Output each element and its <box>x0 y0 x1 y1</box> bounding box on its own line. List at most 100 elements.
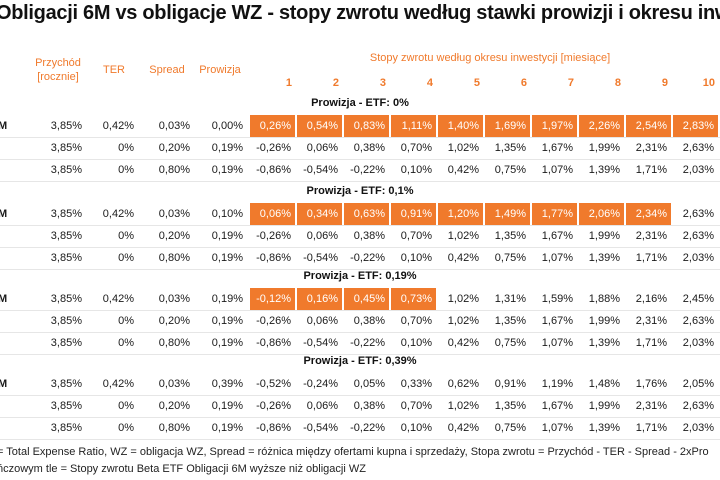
cell-ter: 0% <box>118 252 134 264</box>
header-month-9: 9 <box>661 77 668 89</box>
cell-month-9: 1,71% <box>635 422 667 434</box>
cell-spread: 0,20% <box>158 142 190 154</box>
cell-month-2: -0,54% <box>303 337 338 349</box>
cell-month-2: 0,54% <box>297 115 342 137</box>
cell-spread: 0,03% <box>158 120 190 132</box>
cell-month-8: 2,06% <box>579 203 624 225</box>
cell-month-10: 2,83% <box>673 115 718 137</box>
cell-month-7: 1,07% <box>541 164 573 176</box>
cell-commission: 0,19% <box>211 230 243 242</box>
cell-month-6: 1,35% <box>494 142 526 154</box>
cell-month-10: 2,03% <box>682 252 714 264</box>
cell-month-7: 1,07% <box>541 252 573 264</box>
cell-month-7: 1,77% <box>532 203 577 225</box>
cell-month-8: 1,99% <box>588 400 620 412</box>
cell-spread: 0,80% <box>158 337 190 349</box>
cell-month-1: -0,86% <box>256 252 291 264</box>
cell-month-8: 1,48% <box>588 378 620 390</box>
row-label: M <box>0 120 8 132</box>
cell-month-5: 1,02% <box>447 293 479 305</box>
row-divider <box>0 332 720 333</box>
cell-month-3: 0,38% <box>353 142 385 154</box>
cell-month-2: -0,54% <box>303 422 338 434</box>
table-row: M 3,85% 0,42% 0,03% 0,39% -0,52% -0,24% 0,05% 0,… <box>0 373 720 395</box>
footnote-legend: = Total Expense Ratio, WZ = obligacja WZ… <box>0 446 709 458</box>
cell-month-3: -0,22% <box>350 422 385 434</box>
cell-month-7: 1,19% <box>541 378 573 390</box>
cell-month-4: 0,70% <box>400 142 432 154</box>
cell-month-2: -0,54% <box>303 252 338 264</box>
cell-month-1: -0,86% <box>256 337 291 349</box>
cell-ter: 0% <box>118 337 134 349</box>
cell-month-2: 0,34% <box>297 203 342 225</box>
table-row: 3,85% 0% 0,20% 0,19% -0,26% 0,06% 0,38% 0,70% 1,… <box>0 137 720 159</box>
cell-month-4: 0,73% <box>391 288 436 310</box>
cell-month-4: 0,33% <box>400 378 432 390</box>
cell-ter: 0% <box>118 422 134 434</box>
cell-month-9: 1,71% <box>635 337 667 349</box>
cell-month-6: 1,35% <box>494 230 526 242</box>
cell-month-7: 1,59% <box>541 293 573 305</box>
cell-month-5: 0,42% <box>447 164 479 176</box>
header-ter: TER <box>103 64 125 76</box>
cell-spread: 0,03% <box>158 208 190 220</box>
cell-income: 3,85% <box>50 142 82 154</box>
header-month-7: 7 <box>567 77 574 89</box>
cell-month-9: 2,31% <box>635 400 667 412</box>
row-label: M <box>0 208 8 220</box>
cell-month-10: 2,63% <box>682 208 714 220</box>
cell-month-7: 1,67% <box>541 230 573 242</box>
table-row: M 3,85% 0,42% 0,03% 0,19% -0,12% 0,16% 0,45% 0,7… <box>0 288 720 310</box>
cell-month-6: 1,35% <box>494 315 526 327</box>
cell-month-10: 2,45% <box>682 293 714 305</box>
cell-month-6: 0,75% <box>494 337 526 349</box>
header-month-3: 3 <box>379 77 386 89</box>
table-row: 3,85% 0% 0,20% 0,19% -0,26% 0,06% 0,38% 0,70% 1,… <box>0 225 720 247</box>
cell-month-3: -0,22% <box>350 164 385 176</box>
cell-month-5: 0,42% <box>447 252 479 264</box>
cell-month-1: -0,86% <box>256 422 291 434</box>
cell-income: 3,85% <box>50 337 82 349</box>
cell-commission: 0,19% <box>211 315 243 327</box>
cell-month-10: 2,03% <box>682 422 714 434</box>
cell-month-7: 1,07% <box>541 337 573 349</box>
cell-month-5: 0,42% <box>447 422 479 434</box>
row-divider <box>0 439 720 440</box>
cell-month-9: 1,76% <box>635 378 667 390</box>
table-row: 3,85% 0% 0,80% 0,19% -0,86% -0,54% -0,22% 0,10%… <box>0 247 720 269</box>
header-commission: Prowizja <box>199 64 241 76</box>
cell-month-6: 1,35% <box>494 400 526 412</box>
cell-month-2: 0,16% <box>297 288 342 310</box>
section-title: Prowizja - ETF: 0% <box>311 97 409 109</box>
cell-month-9: 2,16% <box>635 293 667 305</box>
header-month-1: 1 <box>285 77 292 89</box>
cell-month-5: 1,02% <box>447 142 479 154</box>
cell-month-10: 2,05% <box>682 378 714 390</box>
header-returns-group: Stopy zwrotu według okresu inwestycji [m… <box>369 52 611 64</box>
cell-month-9: 2,31% <box>635 142 667 154</box>
cell-month-5: 1,02% <box>447 230 479 242</box>
cell-month-3: 0,63% <box>344 203 389 225</box>
cell-month-9: 2,31% <box>635 315 667 327</box>
row-divider <box>0 395 720 396</box>
cell-commission: 0,19% <box>211 164 243 176</box>
cell-spread: 0,20% <box>158 315 190 327</box>
cell-month-1: -0,26% <box>256 400 291 412</box>
cell-month-4: 1,11% <box>391 115 436 137</box>
cell-month-3: 0,38% <box>353 400 385 412</box>
header-month-2: 2 <box>332 77 339 89</box>
cell-month-5: 1,40% <box>438 115 483 137</box>
section-title: Prowizja - ETF: 0,19% <box>303 270 417 282</box>
cell-month-1: 0,06% <box>250 203 295 225</box>
cell-income: 3,85% <box>50 400 82 412</box>
cell-month-5: 1,20% <box>438 203 483 225</box>
cell-month-6: 1,49% <box>485 203 530 225</box>
cell-month-5: 1,02% <box>447 400 479 412</box>
cell-month-9: 2,34% <box>626 203 671 225</box>
cell-commission: 0,19% <box>211 293 243 305</box>
cell-month-7: 1,67% <box>541 142 573 154</box>
cell-month-6: 0,91% <box>494 378 526 390</box>
header-month-10: 10 <box>702 77 715 89</box>
cell-month-3: 0,45% <box>344 288 389 310</box>
cell-month-9: 2,31% <box>635 230 667 242</box>
